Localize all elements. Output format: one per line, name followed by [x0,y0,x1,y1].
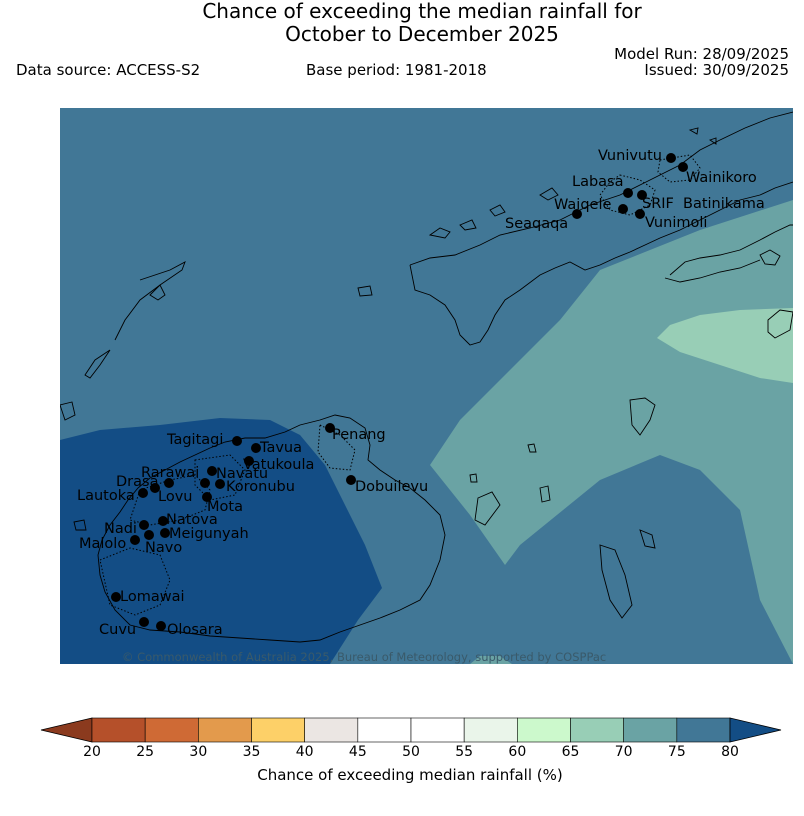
station-olosara: Olosara [156,621,223,638]
station-nadi: Nadi [104,520,149,537]
station-meigunyah: Meigunyah [160,526,249,542]
colorbar-tick-label: 45 [348,744,367,760]
station-label-koronubu: Koronubu [226,479,295,495]
station-lovu: Lovu [150,483,192,505]
station-wainikoro: Wainikoro [678,162,757,186]
rainfall-probability-map: Vunivutu Wainikoro Labasa Waiqele SRIF B… [60,108,793,664]
station-koronubu: Koronubu [200,478,295,495]
station-label-wainikoro: Wainikoro [686,170,757,186]
colorbar-cell-75-80 [676,717,731,743]
station-label-navatu: Navatu [216,466,268,482]
station-label-lovu: Lovu [158,489,192,505]
station-label-cuvu: Cuvu [99,622,136,638]
colorbar-cell-70-75 [623,717,678,743]
station-label-vatukoula: Vatukoula [243,457,314,473]
station-label-rarawai: Rarawai [141,465,199,481]
station-vunivutu: Vunivutu [598,148,676,164]
colorbar-tick-label: 55 [455,744,474,760]
weather-stations: Vunivutu Wainikoro Labasa Waiqele SRIF B… [77,148,765,638]
colorbar-tick-label: 60 [508,744,527,760]
model-run-label: Model Run: 28/09/2025 [614,45,789,63]
coastline-vanua-levu [409,111,793,346]
station-label-mota: Mota [207,499,243,515]
colorbar-cell-65-70 [570,717,624,743]
colorbar-cell-30-35 [198,717,252,743]
station-label-vunimoli: Vunimoli [645,215,707,231]
station-label-srif: SRIF [642,196,674,212]
station-waiqele: Waiqele [554,197,628,214]
district-boundaries [99,154,701,616]
station-label-dobuilevu: Dobuilevu [355,479,428,495]
station-dobuilevu: Dobuilevu [346,475,428,495]
station-labasa: Labasa [572,174,633,198]
issued-label: Issued: 30/09/2025 [644,61,789,79]
station-label-tavua: Tavua [259,440,302,456]
colorbar-extend-high [729,717,782,743]
station-mota: Mota [202,492,243,515]
station-label-lautoka: Lautoka [77,488,135,504]
station-label-malolo: Malolo [79,536,126,552]
colorbar-cell-20-25 [91,717,146,743]
station-seaqaqa: Seaqaqa [505,209,582,232]
station-label-penang: Penang [332,427,386,443]
station-cuvu: Cuvu [99,617,149,638]
station-label-tagitagi: Tagitagi [166,432,223,448]
colorbar-cell-50-55 [410,717,465,743]
data-source-label: Data source: ACCESS-S2 [16,61,201,79]
band-65-70-region [657,308,793,383]
colorbar-tick-label: 20 [83,744,101,760]
station-label-navo: Navo [145,540,182,556]
station-label-labasa: Labasa [572,174,624,190]
colorbar-tick-label: 75 [667,744,686,760]
station-label-nadi: Nadi [104,521,137,537]
colorbar-cell-25-30 [144,717,199,743]
station-lautoka: Lautoka [77,488,148,504]
band-70-75-bottom-region [470,656,512,664]
colorbar-cell-55-60 [463,717,518,743]
station-navo: Navo [144,530,182,556]
colorbar-tick-label: 35 [242,744,261,760]
colorbar-tick-label: 25 [136,744,155,760]
base-period-label: Base period: 1981-2018 [306,61,487,79]
station-label-lomawai: Lomawai [120,589,184,605]
colorbar-cell-40-45 [304,717,359,743]
station-label-drasa: Drasa [116,474,158,490]
coastline-small-islands [60,127,717,619]
colorbar-tick-label: 40 [295,744,314,760]
station-vatukoula: Vatukoula [243,456,314,473]
colorbar-label: Chance of exceeding median rainfall (%) [257,766,563,784]
station-rarawai: Rarawai [141,465,217,481]
colorbar-extend-low [40,717,93,743]
station-penang: Penang [325,423,386,443]
station-label-natova: Natova [166,512,218,528]
map-title-line-2: October to December 2025 [285,22,559,46]
map-title-line-1: Chance of exceeding the median rainfall … [202,0,642,23]
station-label-olosara: Olosara [167,622,223,638]
coastline-viti-levu [97,414,446,643]
station-tagitagi: Tagitagi [166,432,242,448]
colorbar-tick-label: 50 [402,744,420,760]
station-tavua: Tavua [251,440,302,456]
station-label-vunivutu: Vunivutu [598,148,662,164]
station-vunimoli: Vunimoli [635,209,707,231]
station-label-batinikama: Batinikama [683,196,765,212]
colorbar-tick-label: 65 [561,744,580,760]
station-label-waiqele: Waiqele [554,197,611,213]
colorbar-tick-label: 30 [189,744,208,760]
colorbar [40,717,782,743]
colorbar-tick-label: 80 [721,744,739,760]
station-label-seaqaqa: Seaqaqa [505,216,568,232]
station-drasa: Drasa [116,474,174,490]
station-lomawai: Lomawai [111,589,184,605]
colorbar-cell-45-50 [357,717,412,743]
colorbar-tick-label: 70 [614,744,633,760]
colorbar-cell-35-40 [251,717,305,743]
band-above-80-region [60,418,382,664]
copyright-notice: © Commonwealth of Australia 2025, Bureau… [122,650,607,664]
colorbar-cell-60-65 [517,717,571,743]
station-malolo: Malolo [79,535,140,552]
station-label-meigunyah: Meigunyah [169,526,249,542]
station-natova: Natova [158,512,218,528]
station-srif: SRIF [637,190,674,212]
